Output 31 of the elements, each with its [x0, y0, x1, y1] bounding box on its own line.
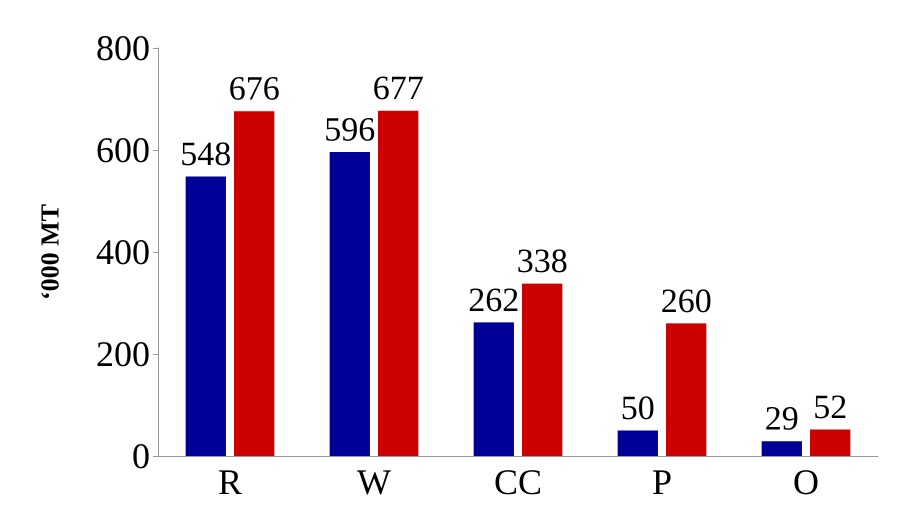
- y-tick-label: 400: [96, 232, 150, 272]
- x-tick-label: CC: [494, 462, 542, 502]
- bar: [378, 110, 418, 456]
- bar: [810, 429, 850, 456]
- y-tick-label: 600: [96, 130, 150, 170]
- data-label: 260: [660, 282, 712, 320]
- bar: [186, 176, 226, 456]
- bar: [474, 322, 514, 456]
- data-label: 596: [324, 112, 376, 149]
- data-label: 338: [516, 243, 568, 280]
- bar: [234, 111, 274, 456]
- data-label: 677: [372, 70, 424, 108]
- y-axis-title: ‘000 MT: [36, 204, 64, 300]
- y-tick-label: 200: [96, 334, 150, 374]
- x-tick-label: R: [218, 462, 242, 502]
- bar: [666, 323, 706, 456]
- data-label: 52: [813, 388, 848, 426]
- x-tick-label: O: [793, 462, 819, 502]
- data-label: 262: [468, 282, 520, 319]
- data-label: 29: [764, 400, 799, 438]
- bar: [762, 441, 802, 456]
- data-label: 676: [228, 70, 280, 108]
- data-label: 548: [180, 136, 232, 174]
- bar: [522, 284, 562, 456]
- bar: [618, 430, 658, 456]
- x-tick-label: P: [652, 462, 672, 502]
- data-label: 50: [620, 390, 655, 427]
- x-tick-label: W: [357, 462, 392, 502]
- y-tick-label: 800: [96, 28, 150, 68]
- bar: [330, 152, 370, 456]
- y-tick-label: 0: [132, 436, 150, 476]
